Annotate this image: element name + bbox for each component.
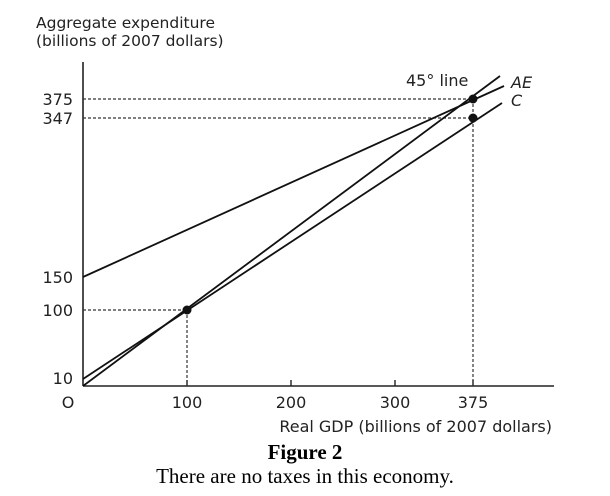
x-tick-label-375: 375	[458, 393, 489, 412]
y-tick-100: 100	[42, 301, 73, 320]
y-tick-10: 10	[53, 369, 73, 388]
y-axis-title: Aggregate expenditure (billions of 2007 …	[36, 14, 224, 50]
y-tick-347: 347	[42, 109, 73, 128]
x-tick-label-200: 200	[276, 393, 307, 412]
x-tick-label-300: 300	[380, 393, 411, 412]
line-ae	[82, 85, 505, 278]
point-100-100	[182, 305, 192, 315]
y-axis-title-line2: (billions of 2007 dollars)	[36, 32, 224, 50]
label-ae: AE	[510, 73, 533, 92]
figure-caption: There are no taxes in this economy.	[156, 464, 454, 488]
point-375-347	[468, 113, 478, 123]
figure-title: Figure 2	[267, 440, 343, 464]
line-45-degree	[82, 75, 501, 387]
origin-label: O	[62, 393, 75, 412]
label-45-degree-line: 45° line	[406, 71, 468, 90]
y-tick-150: 150	[42, 268, 73, 287]
x-axis-title: Real GDP (billions of 2007 dollars)	[279, 417, 552, 436]
line-c	[82, 102, 503, 380]
x-tick-label-100: 100	[172, 393, 203, 412]
point-375-375	[468, 94, 478, 104]
chart-plot: 375 347 150 100 10 O 100 200 300 375 Rea…	[42, 62, 554, 436]
label-c: C	[511, 91, 523, 110]
y-axis-title-line1: Aggregate expenditure	[36, 14, 215, 32]
y-tick-375: 375	[42, 90, 73, 109]
